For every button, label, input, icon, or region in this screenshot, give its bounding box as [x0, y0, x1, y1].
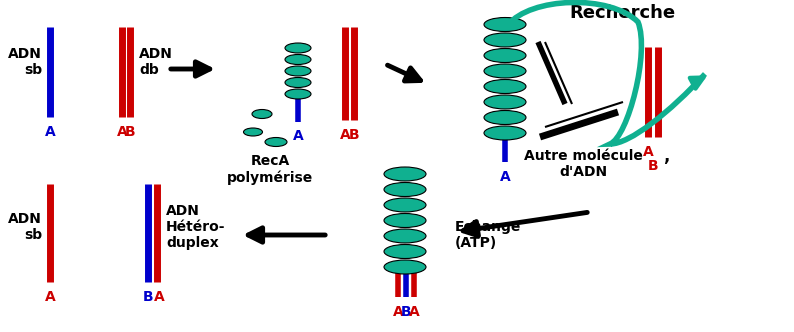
Text: ADN
sb: ADN sb — [8, 47, 42, 77]
Text: Autre molécule
d'ADN: Autre molécule d'ADN — [523, 149, 642, 179]
Text: ADN
Hétéro-
duplex: ADN Hétéro- duplex — [166, 204, 225, 250]
Ellipse shape — [285, 77, 311, 88]
Ellipse shape — [285, 66, 311, 76]
Ellipse shape — [265, 137, 287, 146]
Text: Recherche: Recherche — [569, 4, 675, 22]
Text: ADN
sb: ADN sb — [8, 212, 42, 242]
Text: Echange
(ATP): Echange (ATP) — [455, 220, 522, 250]
Text: A: A — [642, 145, 653, 159]
Text: B: B — [349, 128, 360, 142]
Ellipse shape — [384, 183, 426, 197]
Ellipse shape — [484, 95, 526, 109]
Ellipse shape — [252, 110, 272, 119]
Ellipse shape — [484, 126, 526, 140]
Text: A: A — [392, 305, 403, 319]
Ellipse shape — [484, 64, 526, 78]
Text: A: A — [409, 305, 419, 319]
Text: ,: , — [663, 147, 669, 165]
Ellipse shape — [484, 48, 526, 62]
Ellipse shape — [484, 79, 526, 94]
Text: A: A — [44, 125, 56, 139]
Ellipse shape — [384, 229, 426, 243]
Ellipse shape — [285, 43, 311, 53]
Ellipse shape — [484, 111, 526, 124]
Text: RecA
polymérise: RecA polymérise — [227, 154, 313, 185]
Text: A: A — [153, 290, 164, 304]
Ellipse shape — [384, 213, 426, 227]
Text: A: A — [293, 129, 303, 143]
Ellipse shape — [384, 198, 426, 212]
Ellipse shape — [244, 128, 263, 136]
Text: B: B — [143, 290, 153, 304]
Ellipse shape — [384, 167, 426, 181]
Text: A: A — [499, 170, 511, 184]
Text: A: A — [340, 128, 350, 142]
Ellipse shape — [384, 260, 426, 274]
Text: B: B — [125, 125, 135, 139]
Text: B: B — [401, 305, 411, 319]
Ellipse shape — [484, 18, 526, 32]
Text: A: A — [44, 290, 56, 304]
Ellipse shape — [384, 244, 426, 259]
Ellipse shape — [285, 89, 311, 99]
Text: B: B — [648, 159, 658, 173]
Ellipse shape — [484, 33, 526, 47]
Text: ADN
db: ADN db — [139, 47, 173, 77]
Ellipse shape — [285, 54, 311, 64]
Text: A: A — [117, 125, 127, 139]
